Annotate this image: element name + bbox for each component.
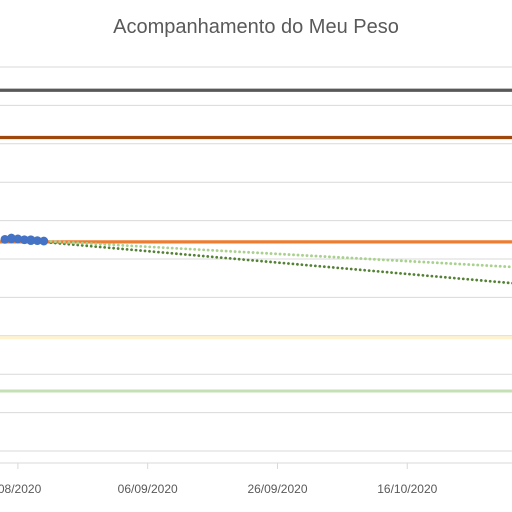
x-tick-label: 16/10/2020 — [377, 482, 437, 496]
chart-title: Acompanhamento do Meu Peso — [113, 16, 399, 38]
trend-line — [35, 240, 512, 285]
data-point — [13, 234, 23, 244]
x-tick-label: /08/2020 — [0, 482, 42, 496]
x-tick-label: 26/09/2020 — [247, 482, 307, 496]
x-tick-label: 06/09/2020 — [118, 482, 178, 496]
trend-line — [35, 239, 512, 269]
data-point — [32, 236, 42, 246]
data-point — [26, 236, 36, 246]
data-point — [19, 235, 29, 245]
data-point — [6, 233, 16, 243]
data-point — [39, 236, 49, 246]
